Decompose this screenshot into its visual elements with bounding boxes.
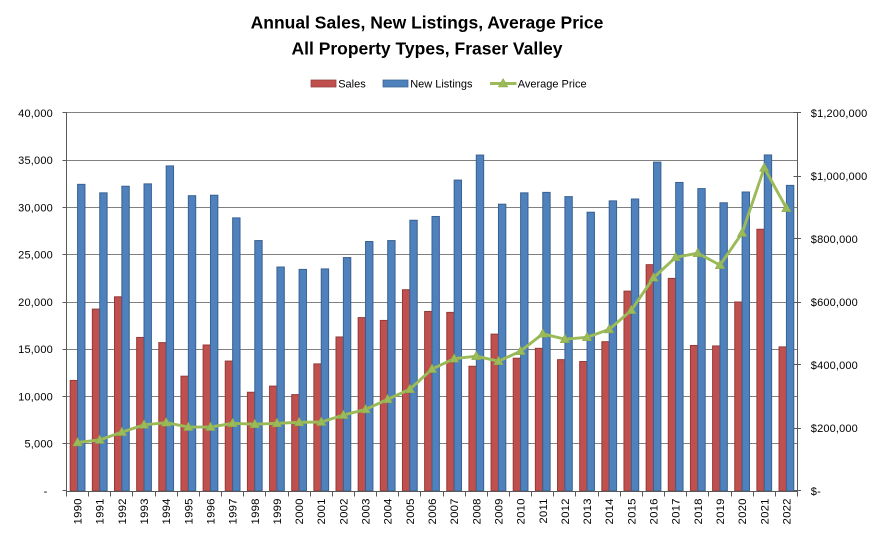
svg-text:2000: 2000 — [294, 498, 306, 524]
svg-text:2015: 2015 — [626, 498, 638, 524]
svg-text:2012: 2012 — [560, 498, 572, 524]
svg-text:1996: 1996 — [205, 498, 217, 524]
svg-text:$1,200,000: $1,200,000 — [811, 108, 868, 120]
svg-text:2020: 2020 — [737, 498, 749, 524]
svg-text:$200,000: $200,000 — [811, 423, 858, 435]
svg-text:10,000: 10,000 — [18, 391, 53, 403]
svg-text:2014: 2014 — [604, 498, 616, 524]
svg-text:$-: $- — [811, 486, 821, 498]
svg-text:15,000: 15,000 — [18, 344, 53, 356]
svg-text:1991: 1991 — [95, 498, 107, 524]
svg-text:2004: 2004 — [383, 498, 395, 524]
svg-text:All Property Types, Fraser Val: All Property Types, Fraser Valley — [291, 39, 562, 59]
svg-text:1997: 1997 — [228, 498, 240, 524]
svg-text:20,000: 20,000 — [18, 297, 53, 309]
svg-text:2022: 2022 — [781, 498, 793, 524]
svg-text:$600,000: $600,000 — [811, 297, 858, 309]
svg-text:Sales: Sales — [338, 78, 366, 90]
svg-text:2016: 2016 — [649, 498, 661, 524]
svg-text:2005: 2005 — [405, 498, 417, 524]
svg-text:New Listings: New Listings — [410, 78, 473, 90]
svg-text:-: - — [44, 486, 48, 498]
svg-text:1995: 1995 — [183, 498, 195, 524]
svg-text:30,000: 30,000 — [18, 202, 53, 214]
svg-text:2019: 2019 — [715, 498, 727, 524]
svg-text:2001: 2001 — [316, 498, 328, 524]
svg-text:5,000: 5,000 — [24, 439, 53, 451]
svg-text:Annual Sales, New Listings, Av: Annual Sales, New Listings, Average Pric… — [251, 13, 604, 33]
svg-text:2007: 2007 — [449, 498, 461, 524]
svg-text:2010: 2010 — [516, 498, 528, 524]
svg-text:$1,000,000: $1,000,000 — [811, 171, 868, 183]
svg-text:2011: 2011 — [538, 498, 550, 523]
svg-text:1990: 1990 — [73, 498, 85, 524]
svg-text:$400,000: $400,000 — [811, 360, 858, 372]
svg-text:25,000: 25,000 — [18, 250, 53, 262]
svg-text:1992: 1992 — [117, 498, 129, 524]
svg-text:1998: 1998 — [250, 498, 262, 524]
svg-text:2008: 2008 — [471, 498, 483, 524]
svg-text:2013: 2013 — [582, 498, 594, 524]
svg-text:2017: 2017 — [671, 498, 683, 524]
svg-text:35,000: 35,000 — [18, 155, 53, 167]
svg-text:1994: 1994 — [161, 498, 173, 524]
svg-text:2009: 2009 — [493, 498, 505, 524]
svg-text:Average Price: Average Price — [518, 78, 587, 90]
svg-text:40,000: 40,000 — [18, 108, 53, 120]
svg-text:2003: 2003 — [361, 498, 373, 524]
svg-text:1993: 1993 — [139, 498, 151, 524]
svg-text:2021: 2021 — [759, 498, 771, 524]
svg-text:$800,000: $800,000 — [811, 234, 858, 246]
svg-text:1999: 1999 — [272, 498, 284, 524]
svg-text:2002: 2002 — [338, 498, 350, 524]
svg-text:2018: 2018 — [693, 498, 705, 524]
svg-text:2006: 2006 — [427, 498, 439, 524]
